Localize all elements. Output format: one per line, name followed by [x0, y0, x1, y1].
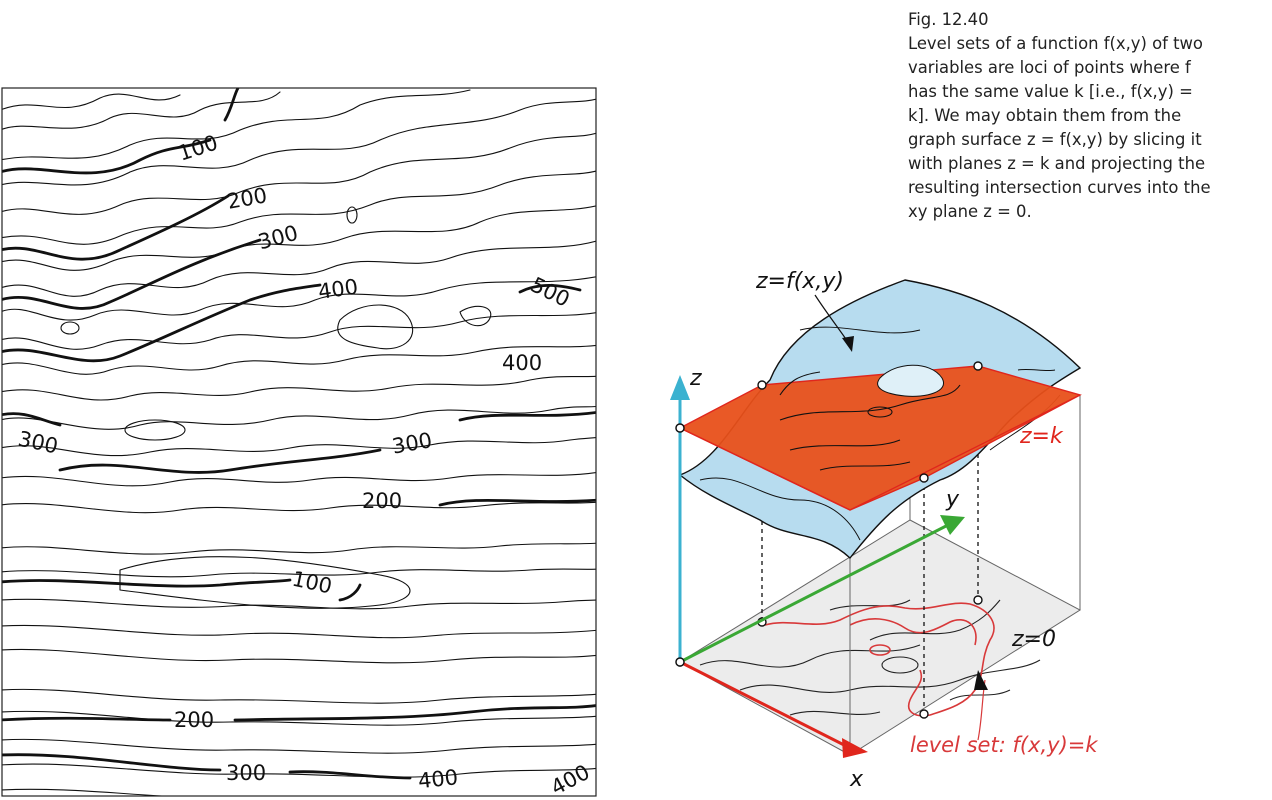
- caption-line: with planes z = k and projecting the: [908, 154, 1206, 173]
- x-axis-label: x: [849, 767, 864, 792]
- slice-plane-edge: [679, 394, 1081, 511]
- x-axis: [679, 660, 868, 758]
- contour-label: 400: [502, 351, 542, 375]
- caption-line: graph surface z = f(x,y) by slicing it: [908, 130, 1202, 149]
- contour-label: 200: [174, 708, 214, 732]
- caption-line: xy plane z = 0.: [908, 202, 1032, 221]
- slice-contours: [779, 371, 961, 471]
- contour-label: 400: [317, 275, 360, 304]
- caption-line: has the same value k [i.e., f(x,y) =: [908, 82, 1193, 101]
- surface-peak: [877, 364, 945, 397]
- map-frame: [1, 87, 597, 797]
- z-axis: [670, 375, 690, 662]
- caption-line: resulting intersection curves into the: [908, 178, 1211, 197]
- contour-lines-thin: [2, 89, 596, 796]
- figure-number: Fig. 12.40: [908, 10, 989, 29]
- base-plane-label: z=0: [1011, 627, 1056, 652]
- level-set-label: level set: f(x,y)=k: [910, 733, 1098, 757]
- y-axis-label: y: [945, 487, 960, 512]
- surface-label: z=f(x,y): [755, 269, 844, 294]
- caption-line: k]. We may obtain them from the: [908, 106, 1182, 125]
- plane-label: z=k: [1019, 424, 1064, 449]
- contour-lines-index: [2, 88, 596, 780]
- caption-line: Level sets of a function f(x,y) of two: [908, 34, 1203, 53]
- contour-map: 100 200 300 400 500 400 300 300 200 100 …: [1, 87, 597, 800]
- projection-lines: [761, 366, 979, 714]
- contour-label: 400: [417, 765, 459, 793]
- contour-label: 200: [362, 489, 402, 513]
- contour-label: 300: [226, 761, 266, 785]
- caption-line: variables are loci of points where f: [908, 58, 1191, 77]
- level-set-curve: [764, 602, 995, 717]
- base-contours: [699, 599, 1041, 716]
- figure-caption: Fig. 12.40 Level sets of a function f(x,…: [908, 8, 1270, 224]
- y-axis: [679, 515, 965, 664]
- z-axis-label: z: [689, 366, 702, 391]
